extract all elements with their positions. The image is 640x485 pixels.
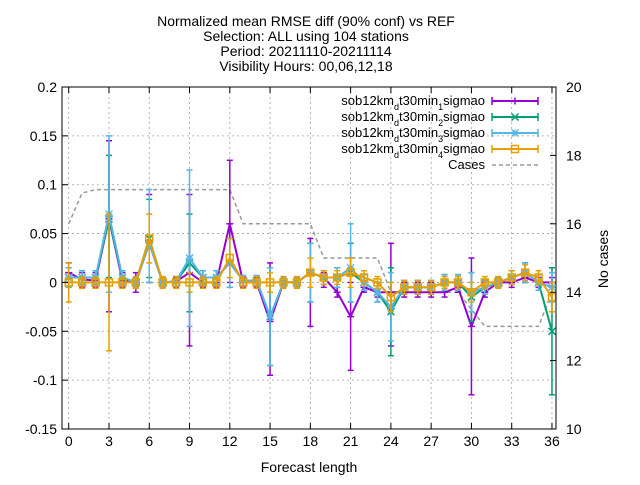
data-point — [547, 327, 557, 336]
data-point — [131, 278, 141, 287]
data-point — [279, 278, 288, 287]
x-tick-label: 6 — [145, 433, 153, 449]
data-point — [507, 273, 516, 282]
data-point — [306, 268, 315, 277]
legend-marker — [511, 129, 519, 137]
data-point — [158, 278, 167, 287]
series-4 — [64, 213, 557, 352]
x-axis-label: Forecast length — [261, 459, 358, 475]
y-tick-label: -0.1 — [33, 372, 57, 388]
legend: sob12kmdt30min1sigmaosob12kmdt30min2sigm… — [341, 93, 539, 172]
y-tick-label: 0.05 — [30, 226, 57, 242]
data-point — [426, 283, 436, 292]
data-point — [265, 278, 275, 287]
data-point — [467, 322, 475, 330]
x-tick-label: 3 — [105, 433, 113, 449]
data-point — [238, 278, 248, 287]
y2-axis-label: No cases — [595, 230, 611, 288]
y2-tick-label: 18 — [566, 147, 582, 163]
x-tick-label: 27 — [423, 433, 439, 449]
x-tick-label: 15 — [262, 433, 278, 449]
data-point — [252, 278, 261, 287]
data-point — [212, 278, 221, 287]
data-point — [453, 278, 463, 287]
y2-tick-label: 16 — [566, 216, 582, 232]
data-point — [413, 283, 422, 292]
y2-tick-label: 12 — [566, 353, 582, 369]
legend-label: sob12kmdt30min1sigmao — [341, 93, 485, 112]
data-point — [359, 273, 369, 282]
x-tick-label: 0 — [65, 433, 73, 449]
data-point — [440, 278, 449, 287]
legend-label: sob12kmdt30min4sigmao — [341, 141, 485, 160]
data-point — [266, 312, 275, 321]
legend-label-cases: Cases — [448, 157, 485, 172]
data-point — [400, 283, 409, 292]
data-point — [185, 254, 194, 262]
plot-frame — [61, 86, 557, 430]
data-point — [347, 313, 355, 321]
data-point — [198, 278, 208, 287]
data-point — [333, 288, 341, 296]
legend-marker — [510, 144, 520, 154]
x-tick-label: 12 — [222, 433, 238, 449]
title-line-3: Period: 20211110-20211114 — [220, 43, 391, 59]
data-point — [145, 234, 154, 243]
data-point — [547, 292, 557, 302]
data-point — [104, 278, 114, 287]
data-point — [118, 278, 127, 287]
data-point — [171, 278, 181, 287]
x-tick-label: 9 — [186, 433, 194, 449]
y-tick-label: 0 — [49, 274, 57, 290]
legend-entry-cases: Cases — [448, 157, 538, 172]
data-point — [226, 220, 234, 228]
legend-marker — [510, 112, 520, 122]
x-tick-label: 18 — [303, 433, 319, 449]
data-point — [77, 278, 87, 287]
y-tick-label: 0.15 — [30, 128, 57, 144]
x-tick-label: 30 — [464, 433, 480, 449]
y2-tick-label: 10 — [566, 421, 582, 437]
y-tick-label: 0.1 — [38, 177, 58, 193]
data-point — [346, 268, 355, 277]
series-layer — [64, 135, 557, 396]
y-tick-label: -0.05 — [25, 323, 57, 339]
data-point — [185, 278, 194, 287]
data-point — [332, 273, 342, 282]
legend-label: sob12kmdt30min3sigmao — [341, 125, 485, 144]
data-point — [91, 278, 100, 287]
data-point — [534, 273, 543, 282]
legend-entry-1: sob12kmdt30min1sigmao — [341, 93, 539, 112]
x-tick-label: 21 — [343, 433, 359, 449]
data-point — [319, 273, 329, 282]
data-point — [373, 288, 382, 297]
data-point — [480, 278, 490, 287]
title-line-1: Normalized mean RMSE diff (90% conf) vs … — [157, 13, 455, 29]
x-tick-label: 33 — [504, 433, 520, 449]
y2-tick-label: 20 — [566, 79, 582, 95]
legend-entry-4: sob12kmdt30min4sigmao — [341, 141, 539, 160]
y2-tick-label: 14 — [566, 284, 582, 300]
legend-entry-3: sob12kmdt30min3sigmao — [341, 125, 539, 144]
title-line-4: Visibility Hours: 00,06,12,18 — [219, 58, 392, 74]
data-point — [225, 253, 235, 263]
data-point — [494, 278, 503, 287]
legend-label: sob12kmdt30min2sigmao — [341, 109, 485, 128]
data-point — [386, 292, 396, 302]
chart-title-block: Normalized mean RMSE diff (90% conf) vs … — [157, 13, 455, 74]
data-point — [373, 278, 382, 287]
y-tick-label: 0.2 — [38, 79, 58, 95]
legend-entry-2: sob12kmdt30min2sigmao — [341, 109, 539, 128]
axes: 0 3 6 9 12 15 18 21 24 27 30 33 36-0.15-0.1-0.0500.0… — [25, 79, 582, 449]
x-tick-label: 24 — [383, 433, 399, 449]
data-point — [292, 278, 302, 287]
title-line-2: Selection: ALL using 104 stations — [203, 28, 409, 44]
legend-marker — [511, 97, 519, 105]
x-tick-label: 36 — [544, 433, 560, 449]
data-point — [467, 287, 476, 297]
y-tick-label: -0.15 — [25, 421, 57, 437]
data-point — [520, 268, 530, 277]
